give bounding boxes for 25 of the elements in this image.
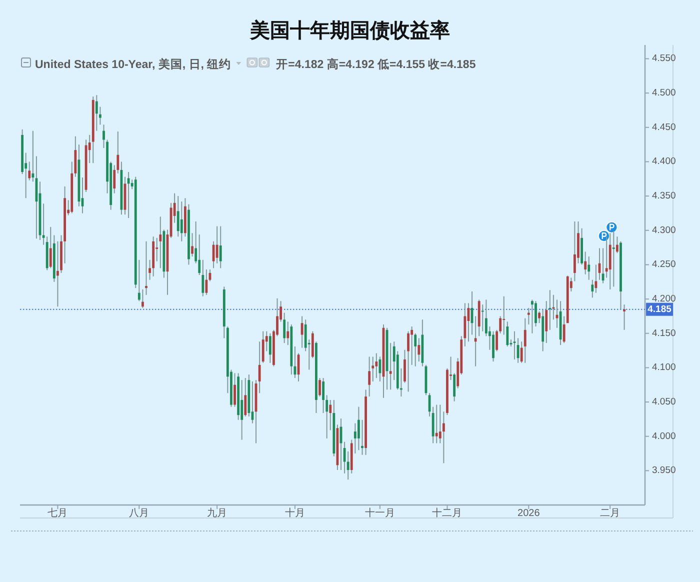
xtick-label: 十二月 (432, 508, 462, 519)
ref-label: 4.185 (648, 304, 672, 315)
ytick-label: 4.150 (652, 328, 676, 339)
ytick-label: 4.250 (652, 259, 676, 270)
xtick-label: 十月 (284, 508, 305, 519)
chart-title: 美国十年期国债收益率 (249, 19, 450, 42)
annotation: 开=4.182 高=4.192 低=4.155 收=4.185 (276, 59, 476, 71)
subtitle: United States 10-Year, 美国, 日, 纽约 (35, 59, 232, 71)
xtick-label: 七月 (48, 508, 68, 519)
ytick-label: 4.000 (652, 430, 676, 442)
xtick-label: 十一月 (364, 508, 395, 519)
ytick-label: 4.450 (652, 122, 676, 133)
ytick-label: 4.500 (652, 88, 676, 99)
xtick-label: 2026 (518, 508, 540, 519)
ytick-label: 4.100 (652, 362, 676, 374)
xtick-label: 九月 (207, 508, 228, 519)
xtick-label: 八月 (129, 508, 150, 519)
ytick-label: 4.550 (652, 53, 676, 64)
xtick-label: 二月 (600, 508, 620, 519)
ytick-label: 3.950 (652, 465, 676, 476)
ytick-label: 4.050 (652, 396, 676, 408)
ytick-label: 4.200 (652, 294, 676, 305)
ytick-label: 4.400 (652, 156, 676, 168)
ytick-label: 4.300 (652, 224, 676, 236)
ytick-label: 4.350 (652, 190, 676, 202)
